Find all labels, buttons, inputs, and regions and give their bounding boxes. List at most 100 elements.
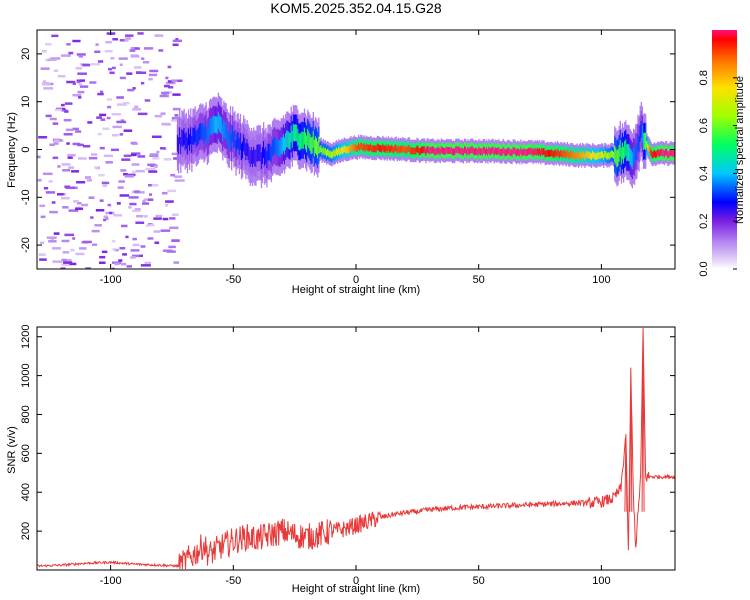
ridge-cell (656, 150, 658, 158)
ridge-cell (348, 146, 350, 154)
noise-cell (64, 102, 73, 105)
ridge-cell (314, 136, 317, 154)
noise-cell (128, 196, 139, 199)
noise-cell (61, 258, 67, 262)
ridge-cell (216, 117, 218, 135)
noise-cell (65, 128, 74, 132)
noise-cell (101, 181, 110, 185)
ridge-cell (540, 149, 542, 157)
ridge-cell (205, 121, 207, 139)
ridge-cell (184, 133, 186, 151)
ridge-cell (279, 140, 281, 157)
noise-cell (161, 191, 168, 195)
y-tick-label: -20 (20, 237, 32, 253)
noise-cell (98, 261, 106, 265)
ridge-cell (270, 146, 273, 163)
ridge-cell (484, 148, 487, 156)
ridge-cell (648, 145, 650, 152)
noise-cell (82, 144, 91, 148)
ridge-cell (547, 149, 550, 157)
noise-cell (116, 202, 121, 205)
noise-cell (105, 40, 112, 44)
noise-cell (95, 43, 99, 46)
ridge-cell (293, 124, 296, 142)
ridge-cell (192, 127, 194, 145)
ridge-cell (333, 150, 335, 158)
ridge-cell (499, 148, 501, 156)
ridge-cell (351, 145, 353, 153)
ridge-cell (313, 139, 316, 157)
ridge-cell (291, 130, 294, 148)
noise-cell (122, 101, 130, 105)
noise-cell (132, 87, 136, 90)
noise-cell (161, 122, 171, 126)
noise-cell (53, 232, 60, 235)
ridge-cell (353, 143, 355, 150)
ridge-cell (433, 147, 435, 154)
x-tick-label: 100 (592, 575, 610, 587)
ridge-cell (311, 136, 313, 154)
noise-cell (165, 200, 174, 203)
noise-cell (127, 173, 136, 177)
ridge-cell (394, 144, 396, 152)
noise-cell (171, 79, 178, 82)
ridge-cell (257, 144, 259, 162)
noise-cell (84, 176, 91, 179)
noise-cell (94, 224, 102, 227)
noise-cell (79, 79, 86, 82)
ridge-cell (488, 146, 490, 154)
ridge-cell (185, 131, 187, 149)
noise-cell (72, 82, 77, 85)
ridge-cell (292, 124, 295, 141)
ridge-cell (211, 118, 213, 136)
noise-cell (111, 261, 122, 264)
noise-cell (99, 199, 104, 202)
ridge-cell (456, 146, 458, 154)
noise-cell (60, 54, 71, 57)
noise-cell (99, 146, 105, 150)
noise-cell (51, 34, 59, 38)
colorbar-tick-label: 0.6 (698, 118, 710, 133)
ridge-cell (406, 146, 408, 154)
ridge-cell (472, 147, 475, 155)
noise-cell (49, 210, 58, 214)
ridge-cell (438, 147, 440, 155)
noise-cell (60, 103, 65, 107)
noise-cell (148, 73, 158, 77)
noise-cell (149, 153, 159, 156)
noise-cell (61, 163, 71, 166)
ridge-cell (440, 146, 443, 153)
ridge-cell (475, 147, 477, 155)
y-tick-label: 600 (20, 444, 32, 462)
noise-cell (116, 96, 124, 99)
noise-cell (51, 201, 56, 204)
noise-cell (52, 156, 59, 160)
noise-cell (43, 186, 49, 190)
ridge-cell (568, 152, 571, 160)
noise-cell (90, 63, 100, 66)
ridge-cell (567, 151, 570, 159)
noise-cell (66, 43, 71, 46)
noise-cell (132, 108, 142, 111)
noise-cell (60, 267, 66, 269)
ridge-cell (494, 147, 497, 155)
noise-cell (75, 67, 83, 70)
noise-cell (153, 165, 158, 168)
ridge-cell (581, 152, 583, 160)
ridge-cell (463, 146, 466, 154)
noise-cell (158, 49, 164, 52)
ridge-cell (203, 126, 205, 144)
ridge-cell (210, 117, 212, 135)
noise-cell (40, 215, 46, 219)
ridge-cell (503, 148, 506, 156)
ridge-cell (554, 149, 556, 157)
ridge-cell (606, 153, 608, 160)
ridge-cell (625, 139, 627, 157)
ridge-cell (533, 148, 535, 156)
ridge-cell (523, 148, 525, 156)
noise-cell (172, 39, 183, 43)
ridge-cell (219, 116, 222, 134)
noise-cell (134, 208, 141, 211)
ridge-cell (661, 149, 663, 157)
ridge-cell (242, 141, 244, 159)
